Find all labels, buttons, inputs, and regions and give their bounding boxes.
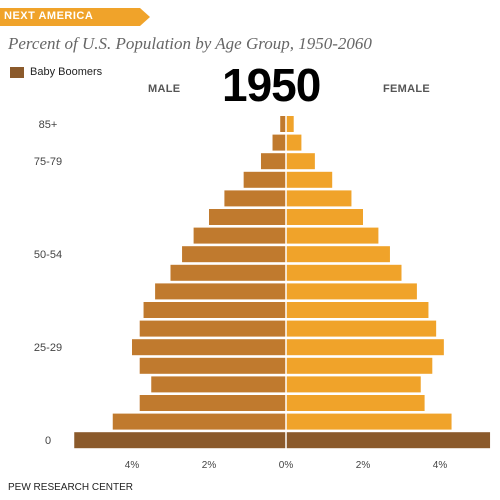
male-bar [74, 432, 286, 449]
male-bar [182, 246, 286, 263]
female-bar [286, 116, 294, 132]
male-bar [132, 339, 286, 356]
year-label: 1950 [222, 59, 321, 111]
male-bar [193, 227, 286, 244]
female-bar [286, 209, 363, 225]
source-footer: PEW RESEARCH CENTER [8, 482, 134, 493]
female-bar [286, 395, 425, 411]
female-bar [286, 246, 390, 263]
x-tick-label: 2% [356, 460, 371, 471]
female-bar [286, 413, 452, 430]
legend-label-boomers: Baby Boomers [30, 66, 103, 78]
female-bar [286, 320, 437, 337]
y-tick-label: 75-79 [34, 156, 62, 168]
x-tick-label: 0% [279, 460, 294, 471]
legend: Baby Boomers [10, 66, 102, 78]
y-tick-label: 85+ [39, 119, 58, 131]
male-bar [280, 116, 286, 132]
x-tick-label: 2% [202, 460, 217, 471]
y-tick-label: 25-29 [34, 342, 62, 354]
female-bar [286, 283, 417, 300]
banner-shape [0, 8, 150, 26]
male-bar [139, 395, 286, 411]
male-bar [155, 283, 286, 300]
female-bar [286, 227, 379, 244]
female-bar [286, 171, 333, 188]
female-bar [286, 264, 402, 281]
male-bar [243, 171, 286, 188]
male-bar [170, 264, 286, 281]
male-bar [260, 153, 286, 170]
female-bar [286, 190, 352, 207]
male-label: MALE [148, 83, 181, 95]
banner-text: NEXT AMERICA [4, 10, 94, 22]
male-bar [151, 376, 286, 393]
male-bar [112, 413, 286, 430]
x-tick-label: 4% [433, 460, 448, 471]
female-bar [286, 357, 433, 374]
female-bar [286, 376, 421, 393]
female-bar [286, 134, 302, 151]
header-banner [0, 8, 150, 26]
legend-swatch-boomers [10, 66, 24, 78]
banner-polygon [0, 8, 150, 26]
female-label: FEMALE [383, 83, 431, 95]
male-bar [224, 190, 286, 207]
male-bar [139, 320, 286, 337]
female-bar [286, 432, 491, 449]
y-tick-label: 50-54 [34, 249, 62, 261]
y-tick-label: 0 [45, 435, 51, 447]
male-bar [272, 134, 286, 151]
male-bar [143, 302, 286, 318]
male-bar [209, 209, 286, 225]
male-bar [139, 357, 286, 374]
chart-title: Percent of U.S. Population by Age Group,… [8, 34, 372, 53]
female-bar [286, 339, 444, 356]
female-bar [286, 153, 315, 170]
female-bar [286, 302, 429, 318]
x-tick-label: 4% [125, 460, 140, 471]
